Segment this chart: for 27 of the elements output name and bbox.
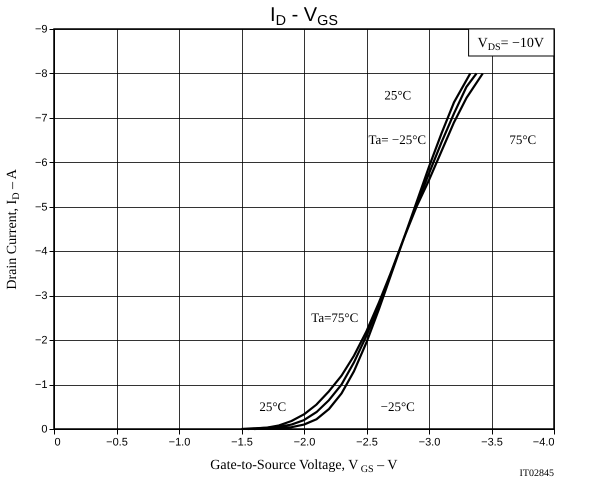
y-axis-title: Drain Current, ID – A <box>5 168 22 290</box>
x-tick-label: −1.5 <box>231 436 253 448</box>
annotation: −25°C <box>380 398 415 414</box>
x-tick-label: −4.0 <box>532 436 554 448</box>
y-tick-label: 0 <box>41 424 48 436</box>
y-tick-label: −1 <box>34 379 48 392</box>
x-tick-label: −2.5 <box>356 436 378 448</box>
annotation: Ta=75°C <box>311 310 358 325</box>
x-tick-label: −3.0 <box>418 436 440 448</box>
y-tick-label: −5 <box>34 201 48 214</box>
y-tick-label: −9 <box>34 24 48 36</box>
annotation: 75°C <box>509 132 536 148</box>
x-tick-label: −1.0 <box>168 436 190 448</box>
x-tick-label: 0 <box>54 436 61 448</box>
x-tick-label: −0.5 <box>106 436 128 448</box>
y-tick-label: −8 <box>34 68 48 80</box>
y-tick-label: −7 <box>34 112 48 124</box>
text: IT02845 <box>520 468 554 479</box>
x-tick-label: −3.5 <box>481 436 503 448</box>
y-tick-label: −3 <box>34 290 48 302</box>
y-tick-label: −2 <box>34 334 48 347</box>
annotation: 25°C <box>259 398 286 414</box>
annotation: Ta= −25°C <box>368 132 426 148</box>
y-tick-label: −6 <box>34 156 48 169</box>
x-tick-label: −2.0 <box>294 436 316 448</box>
y-tick-label: −4 <box>34 246 48 258</box>
annotation: 25°C <box>384 88 412 103</box>
